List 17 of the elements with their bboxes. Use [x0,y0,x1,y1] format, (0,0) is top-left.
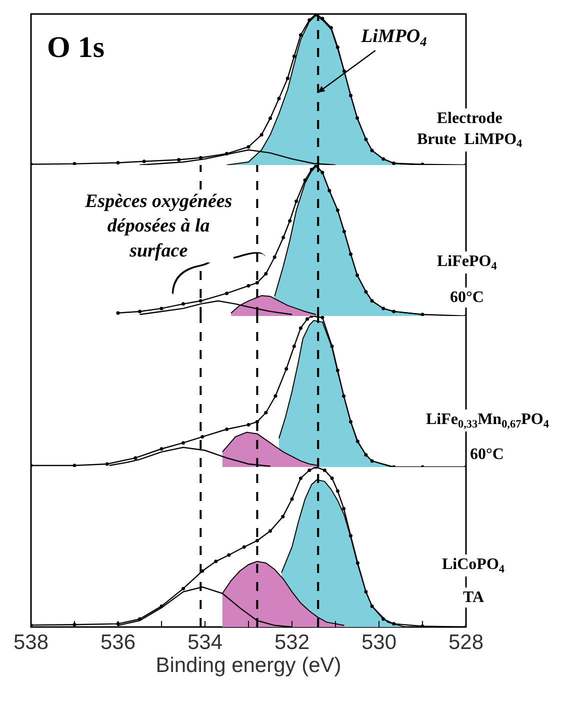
annotation: LiMPO$_{4}$ [360,26,428,49]
x-axis-title: Binding energy (eV) [156,654,342,678]
annotation: LiFe$_{0,33}$Mn$_{0,67}$PO$_{4}$ [426,411,550,430]
x-tick-label: 532 [274,631,310,654]
x-tick-label: 536 [100,631,136,654]
text: 60°C [470,446,504,463]
x-tick-label: 534 [187,631,223,654]
annotation: 60°C [450,289,484,306]
x-tick-label: 530 [361,631,397,654]
annotation: LiFePO$_{4}$ [437,253,498,272]
x-tick-label: 538 [13,631,49,654]
x-tick-label: 528 [448,631,484,654]
text: O 1s [47,31,105,64]
annotation: TA [463,589,484,606]
annotation: Espèces oxygénées déposées à la surface [84,191,232,262]
annotation: Electrode Brute LiMPO$_{4}$ [417,110,523,150]
annotation: LiCoPO$_{4}$ [442,556,505,576]
